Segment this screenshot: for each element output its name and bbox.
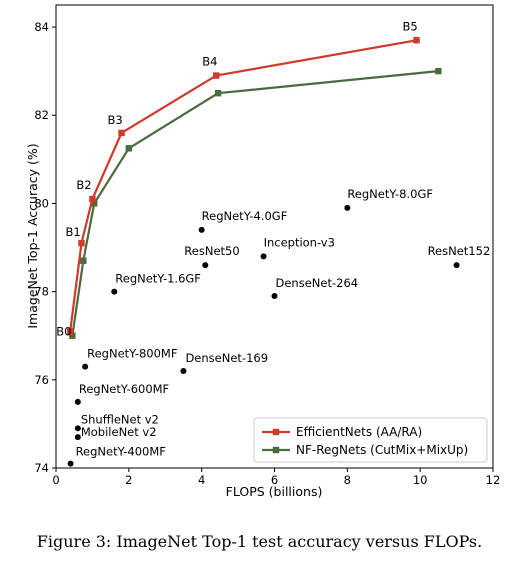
scatter-point-label: MobileNet v2 [81, 425, 157, 439]
y-axis-title: ImageNet Top-1 Accuracy (%) [25, 143, 40, 328]
scatter-point-label: RegNetY-600MF [79, 382, 169, 396]
x-tick-label: 4 [198, 473, 205, 487]
y-tick-label: 80 [34, 196, 49, 210]
series-point-label: B3 [108, 113, 123, 127]
scatter-point [180, 367, 187, 374]
series-marker [78, 239, 85, 247]
scatter-point [74, 398, 81, 405]
x-tick-label: 6 [271, 473, 278, 487]
x-axis-title: FLOPS (billions) [226, 484, 323, 499]
series-marker [118, 129, 125, 137]
scatter-point-label: RegNetY-400MF [76, 445, 166, 459]
legend-swatch-marker [272, 428, 280, 436]
scatter-point [453, 262, 460, 269]
series-line [71, 70, 439, 336]
series-point-label: B0 [56, 324, 71, 338]
legend-swatch-marker [272, 446, 280, 454]
scatter-point-label: ResNet152 [428, 244, 491, 258]
scatter-point-label: DenseNet-264 [276, 276, 359, 290]
series-point-label: B4 [202, 55, 217, 69]
scatter-point [260, 253, 267, 260]
x-tick-label: 10 [413, 473, 428, 487]
series-marker [213, 72, 220, 79]
series-marker [67, 328, 74, 335]
scatter-point-label: DenseNet-169 [185, 351, 268, 365]
legend-label: EfficientNets (AA/RA) [296, 425, 422, 439]
x-tick-label: 12 [486, 473, 501, 487]
series-marker [91, 200, 98, 207]
x-tick-label: 8 [344, 473, 351, 487]
scatter-point [198, 226, 205, 233]
x-tick-label: 2 [125, 473, 132, 487]
y-tick-label: 76 [34, 373, 49, 387]
legend-box [253, 417, 488, 463]
scatter-point [344, 204, 351, 211]
figure-caption: Figure 3: ImageNet Top-1 test accuracy v… [36, 532, 483, 551]
scatter-point [111, 288, 118, 295]
series-marker [413, 37, 420, 44]
legend-label: NF-RegNets (CutMix+MixUp) [296, 443, 468, 457]
series-point-label: B2 [76, 178, 91, 192]
series-line [69, 39, 417, 332]
scatter-point-label: RegNetY-4.0GF [202, 209, 288, 223]
series-marker [214, 89, 222, 97]
scatter-point-label: RegNetY-800MF [87, 347, 177, 361]
scatter-point-label: Inception-v3 [264, 235, 335, 249]
x-tick-label: 0 [52, 473, 59, 487]
scatter-point-label: RegNetY-8.0GF [347, 187, 433, 201]
scatter-point-label: RegNetY-1.6GF [115, 272, 201, 286]
scatter-point [271, 293, 278, 300]
scatter-point [82, 363, 89, 370]
y-tick-label: 78 [34, 285, 49, 299]
series-marker [125, 145, 133, 152]
series-marker [89, 195, 96, 203]
scatter-point [74, 434, 81, 441]
scatter-point-label: ResNet50 [184, 244, 239, 258]
y-tick-label: 82 [34, 108, 49, 122]
series-point-label: B5 [403, 19, 418, 33]
y-tick-label: 74 [34, 461, 49, 475]
y-tick-label: 84 [34, 20, 49, 34]
series-marker [80, 257, 87, 264]
series-marker [69, 332, 76, 339]
series-point-label: B1 [65, 225, 80, 239]
series-marker [435, 67, 442, 75]
scatter-point [202, 262, 209, 269]
chart: 0 2 4 6 8 10 12 74 76 78 80 82 84 B0 B1 B2 B3 B4 B5 RegNet… [25, 4, 501, 499]
scatter-point [67, 460, 74, 467]
scatter-point [74, 425, 81, 432]
scatter-point-label: ShuffleNet v2 [81, 412, 159, 426]
